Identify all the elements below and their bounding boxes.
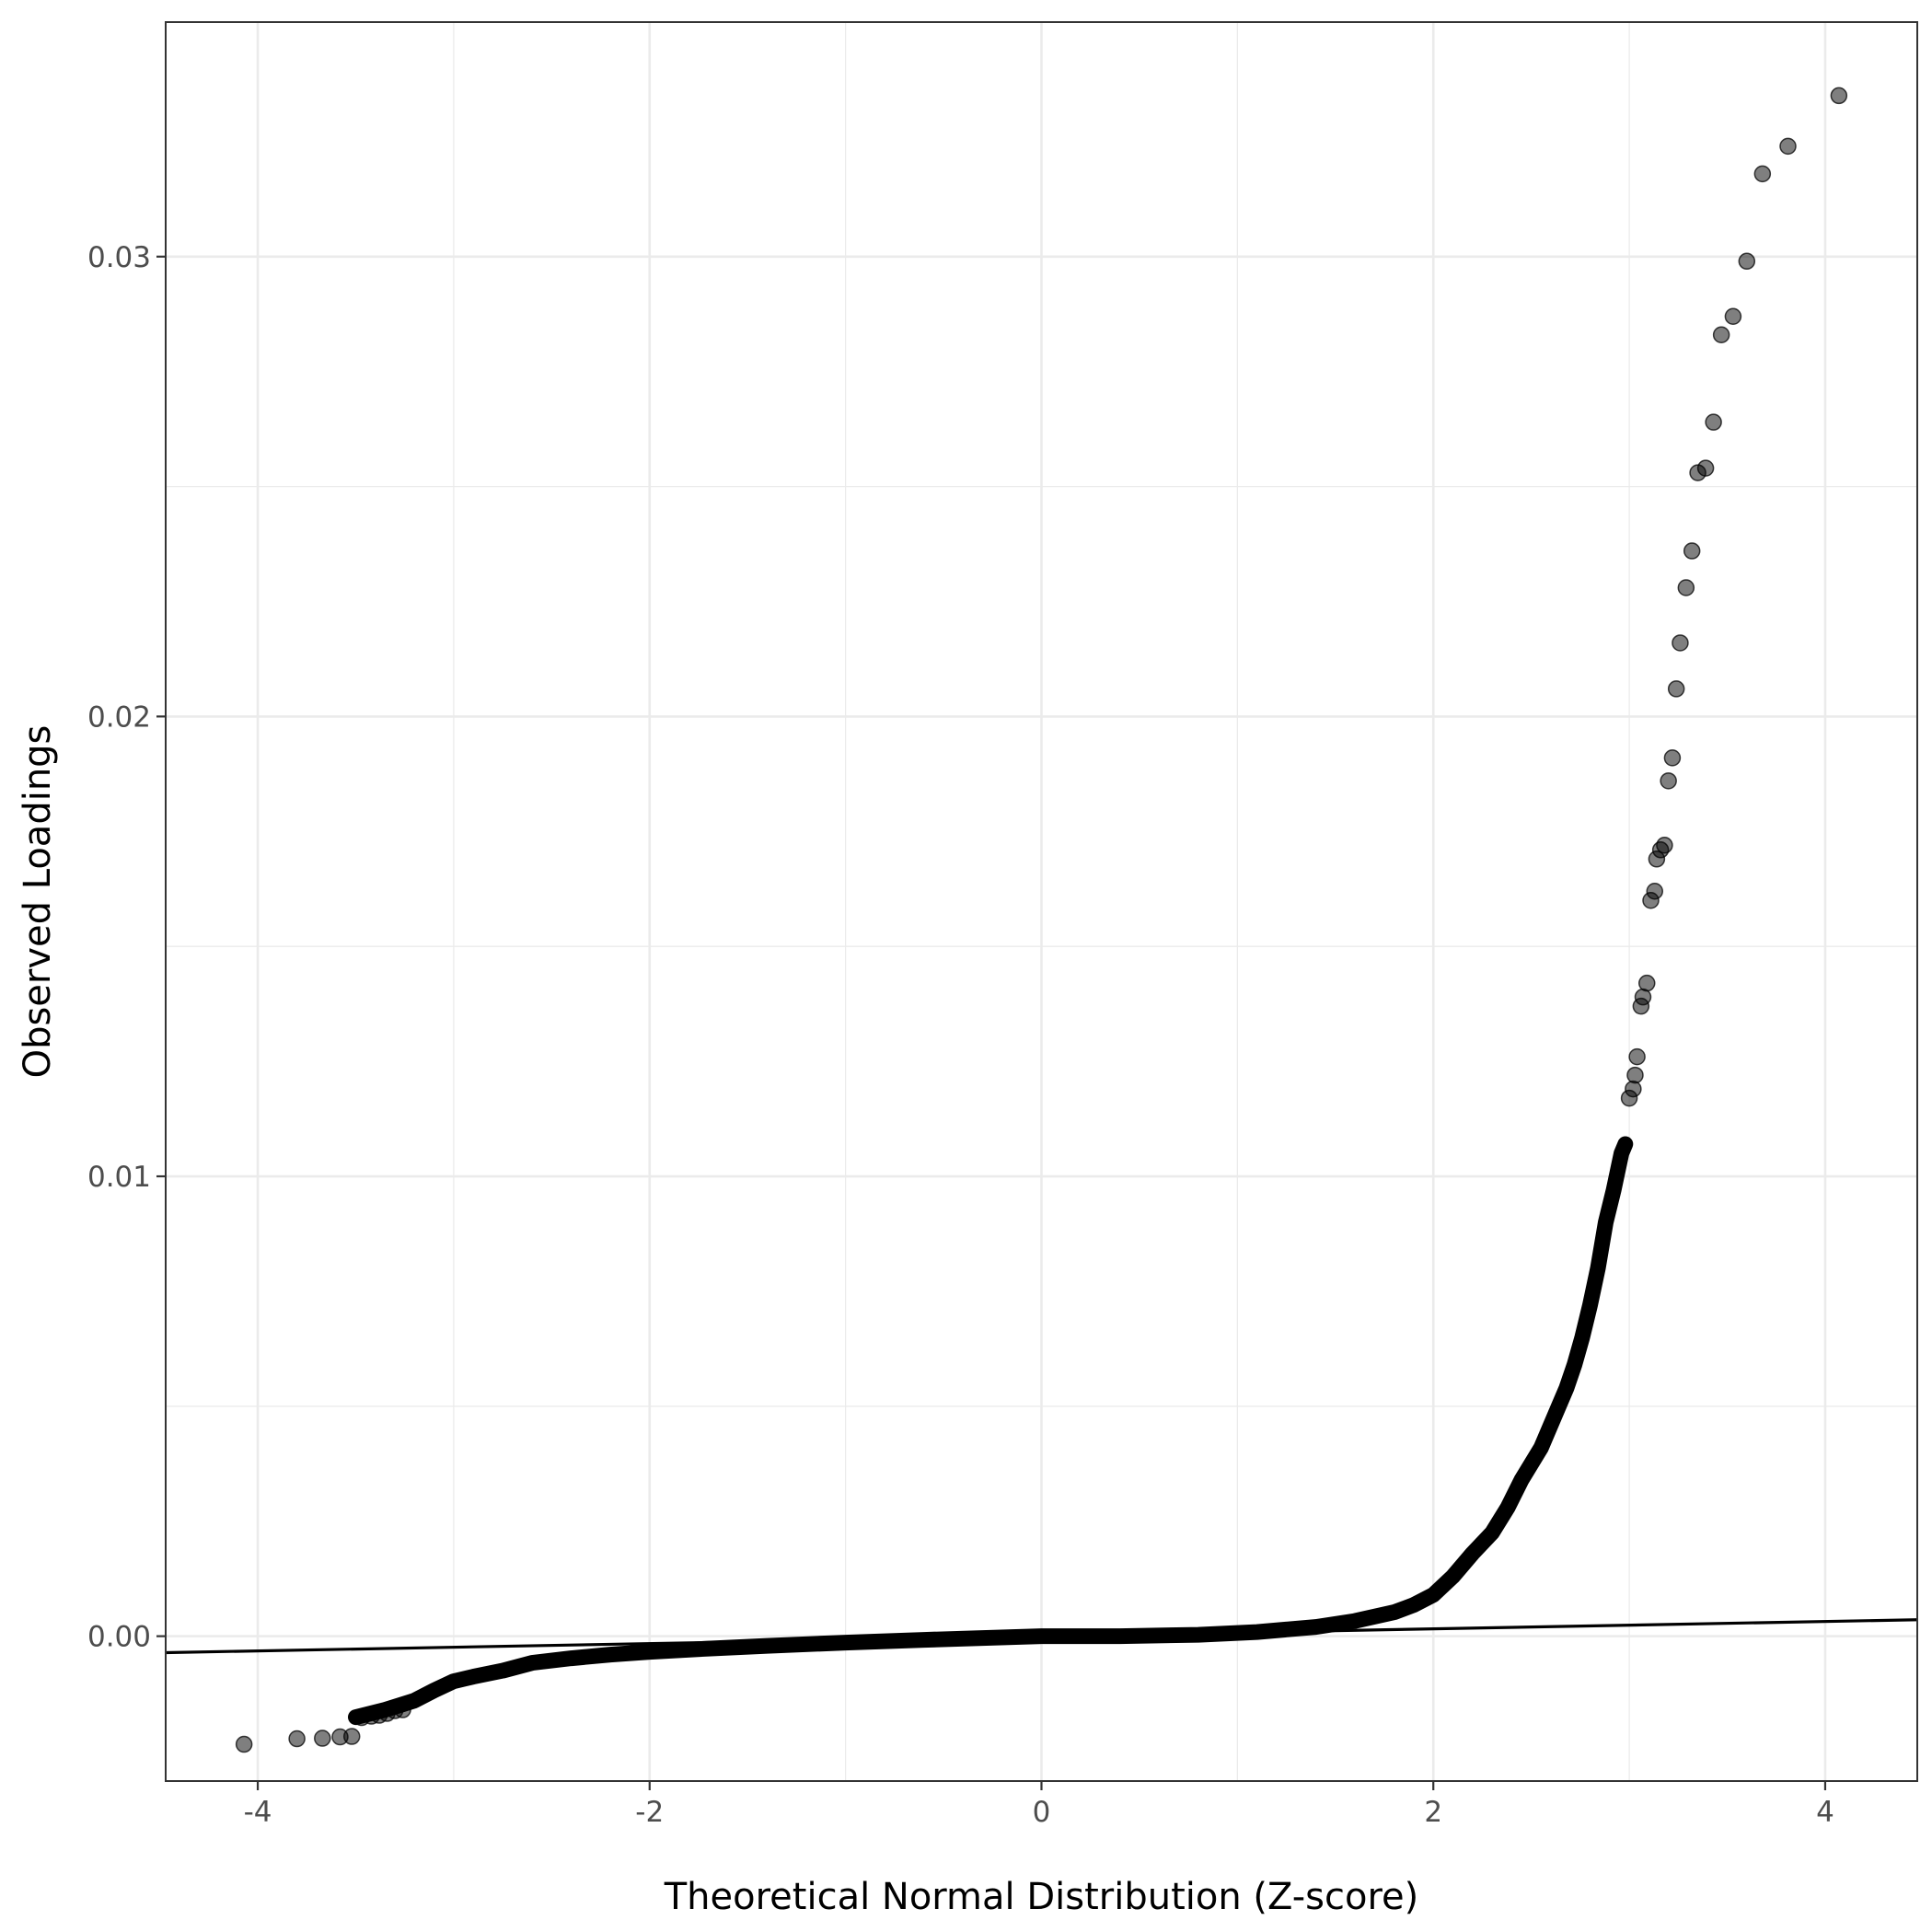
x-tick-label: -2 — [635, 1796, 664, 1829]
data-point — [1724, 307, 1742, 325]
reference-line-group — [165, 1618, 1918, 1655]
x-tick-label: -4 — [244, 1796, 272, 1829]
x-tick-label: 4 — [1816, 1796, 1834, 1829]
x-axis-title: Theoretical Normal Distribution (Z-score… — [664, 1876, 1419, 1918]
data-point — [314, 1730, 331, 1747]
reference-line — [165, 1618, 1918, 1655]
data-point — [1705, 413, 1722, 431]
y-tick-label: 0.00 — [87, 1621, 151, 1654]
y-axis-title: Observed Loadings — [17, 725, 59, 1079]
data-point — [1656, 837, 1673, 854]
y-tick-label: 0.02 — [87, 700, 151, 734]
data-point — [1712, 326, 1730, 343]
data-point — [342, 1728, 361, 1745]
data-point — [1779, 137, 1797, 156]
x-tick-label: 2 — [1424, 1796, 1442, 1829]
data-point — [1672, 634, 1689, 652]
data-point — [235, 1735, 253, 1753]
x-axis: -4 -2 0 2 4 — [244, 1781, 1834, 1829]
data-points — [235, 87, 1848, 1753]
data-point — [1637, 974, 1656, 992]
data-point — [394, 1701, 411, 1718]
grid — [166, 22, 1917, 1781]
x-tick-label: 0 — [1033, 1796, 1051, 1829]
data-point — [1628, 1047, 1646, 1066]
data-point — [1663, 749, 1682, 767]
data-point — [1738, 252, 1756, 271]
data-point — [1696, 459, 1715, 477]
data-point — [1660, 772, 1677, 790]
data-point — [1667, 680, 1685, 698]
y-tick-label: 0.01 — [87, 1161, 151, 1194]
data-point — [1646, 883, 1664, 900]
data-point — [1830, 87, 1848, 105]
dense-points-band — [348, 1136, 1634, 1726]
data-point — [1683, 542, 1701, 560]
y-axis: 0.00 0.01 0.02 0.03 — [87, 241, 166, 1654]
data-point — [1753, 165, 1772, 183]
data-point — [1677, 579, 1695, 596]
data-point — [1625, 1080, 1642, 1098]
data-point — [1626, 1066, 1644, 1084]
data-point — [288, 1730, 306, 1748]
y-tick-label: 0.03 — [87, 241, 151, 274]
data-band — [348, 1136, 1634, 1726]
